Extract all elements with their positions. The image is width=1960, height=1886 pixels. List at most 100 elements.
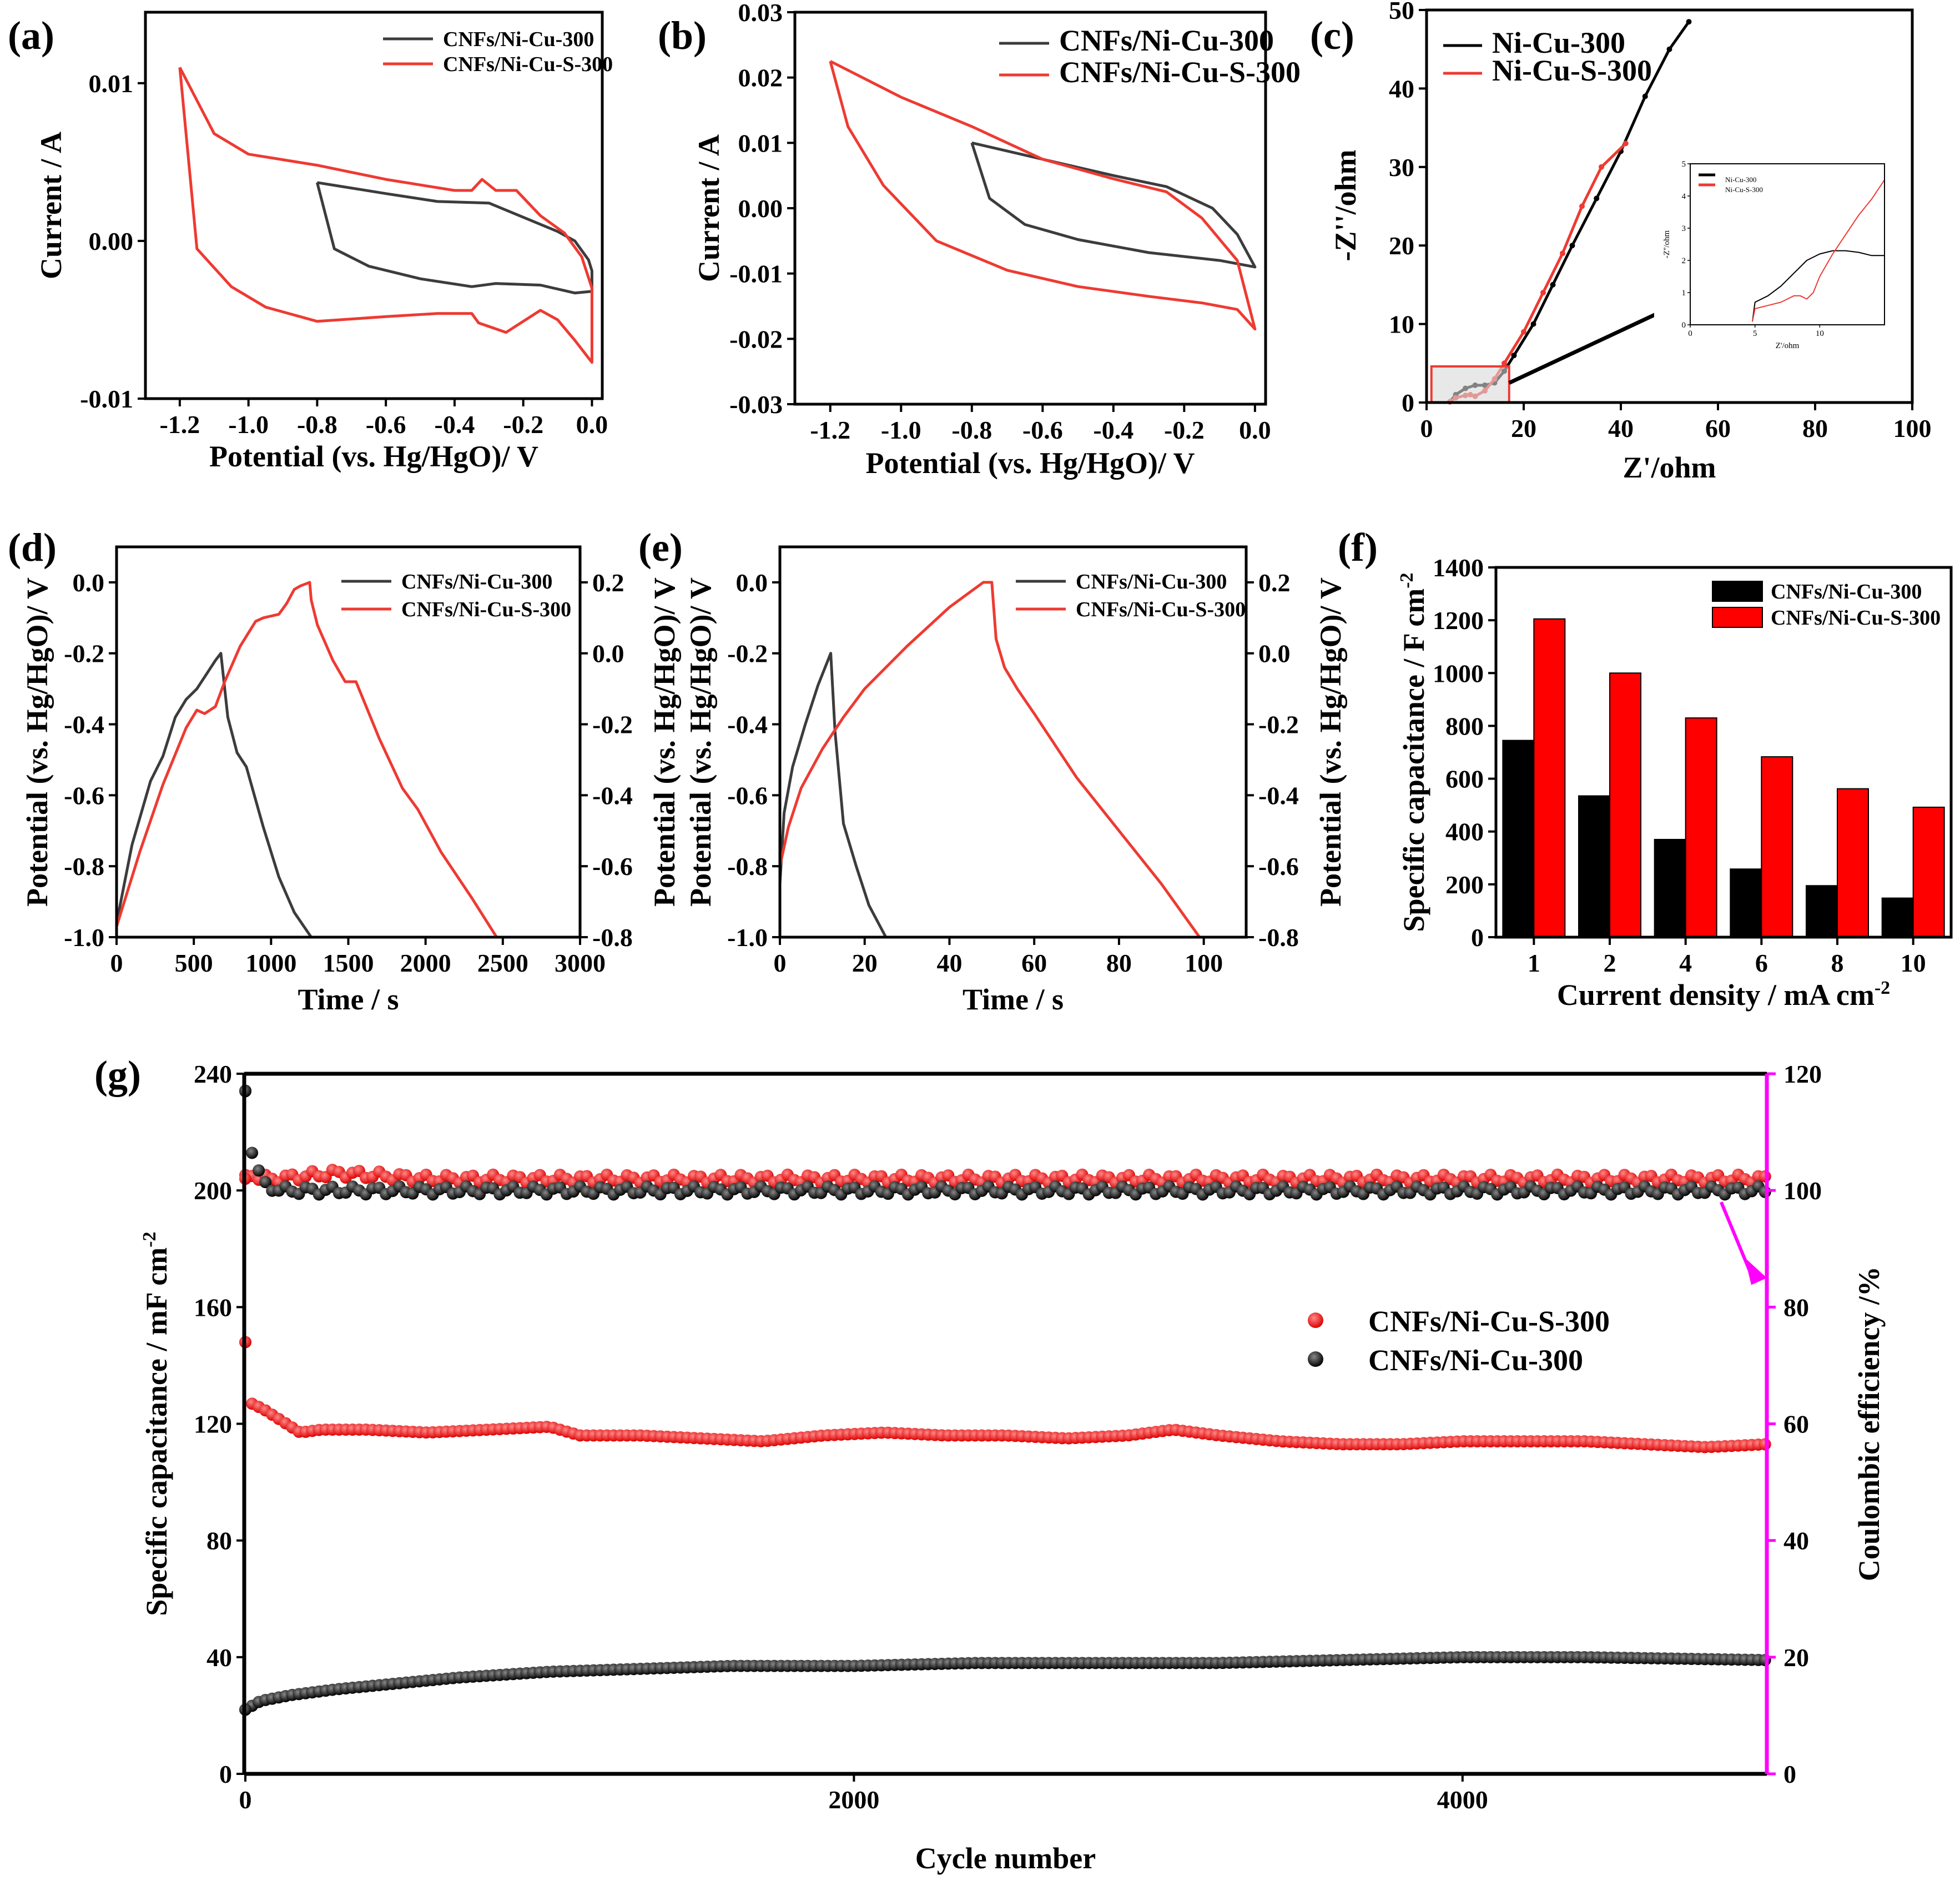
panel-f-xtick-label: 10 [1901,949,1926,977]
panel-f-legend-1-text: CNFs/Ni-Cu-S-300 [1771,606,1941,630]
panel-g-xtick-label: 0 [239,1786,252,1814]
panel-f-ytick-label: 400 [1445,818,1484,846]
inset-ylabel-main: -Z''/ohm [1662,230,1671,258]
panel-a-ytick-label: -0.01 [80,385,133,413]
panel-f-label: (f) [1338,525,1378,570]
panel-g-ytick-right-label: 120 [1783,1060,1822,1088]
eis-point [1550,281,1556,288]
bar-cnfs-ni-cu-300-4 [1654,838,1686,938]
panel-e-legend-1-text: CNFs/Ni-Cu-S-300 [1076,598,1246,621]
panel-b-xtick-label: -1.2 [810,416,850,444]
panel-e-xtick-label: 80 [1106,949,1132,977]
panel-f-legend-1-swatch [1712,607,1763,628]
eis-point [1502,360,1507,366]
panel-c-ytick-label: 0 [1402,389,1414,417]
panel-e-ytick-right-label: 0.2 [1258,569,1291,597]
panel-a-xtick-label: -1.2 [159,410,200,439]
panel-f-ytick-label: 600 [1445,765,1484,793]
panel-e-ylabel-right: Potential (vs. Hg/HgO)/ V [1314,577,1347,907]
panel-d-ytick-label: -0.6 [64,781,104,809]
bar-cnfs-ni-cu-s-300-8 [1837,788,1869,938]
panel-e-ytick-right-label: -0.4 [1258,781,1299,809]
panel-e-ytick-right-label: -0.8 [1258,923,1299,952]
panel-a-xtick-label: -0.8 [297,410,337,439]
panel-c-legend-0-text: Ni-Cu-300 [1492,26,1625,59]
panel-f-xtick-label: 6 [1755,949,1768,977]
panel-b-ytick-label: -0.01 [729,260,783,288]
panel-e-frame [778,545,1248,939]
panel-c-label: (c) [1310,13,1354,58]
panel-a-legend-1-text: CNFs/Ni-Cu-S-300 [443,53,613,76]
panel-g-label: (g) [94,1053,141,1097]
panel-d-xtick-label: 0 [110,949,123,977]
panel-b-ytick-label: 0.02 [738,64,783,92]
panel-b-xtick-label: -0.4 [1093,416,1133,444]
panel-a-label: (a) [8,13,54,58]
panel-f-ytick-label: 1000 [1433,659,1484,687]
gcd-e-series-0 [778,652,888,938]
bar-cnfs-ni-cu-s-300-6 [1761,756,1793,938]
panel-d-ylabel-right: Potential (vs. Hg/HgO)/ V [648,577,681,907]
panel-d-ytick-right-label: -0.8 [592,923,633,952]
panel-c-xtick-label: 60 [1705,414,1731,442]
panel-g-ylabel-right: Coulombic efficiency /% [1852,1266,1886,1581]
eis-point [1686,19,1692,25]
panel-d-ytick-right-label: -0.4 [592,781,633,809]
panel-b-ytick-label: -0.02 [729,325,783,353]
eis-series-1 [1449,142,1627,403]
panel-a-xtick-label: -1.0 [228,410,269,439]
panel-c-xlabel: Z'/ohm [1623,451,1716,484]
panel-d-ytick-label: -0.2 [64,640,104,668]
panel-f-ytick-label: 800 [1445,712,1484,740]
panel-g-ylabel-main: Specific capacitance / mF cm [140,1248,173,1616]
eis-point [1569,243,1575,249]
panel-g-ylabel-right-main: Coulombic efficiency /% [1852,1266,1886,1581]
panel-d-ytick-right-label: -0.6 [592,852,633,881]
panel-a-ylabel-main: Current / A [34,132,68,279]
panel-c-xtick-label: 20 [1511,414,1536,442]
cycle-point [246,1146,259,1159]
panel-g-ytick-right-label: 60 [1783,1410,1809,1439]
bar-cnfs-ni-cu-300-8 [1806,885,1838,938]
panel-e-ytick-label: -1.0 [727,923,768,952]
gcd-d-series-1 [115,581,498,938]
panel-e-xlabel: Time / s [963,983,1064,1016]
panel-g-xtick-label: 4000 [1437,1786,1488,1814]
panel-d-ylabel-right-main: Potential (vs. Hg/HgO)/ V [648,577,681,907]
panel-a-ylabel: Current / A [34,132,68,279]
panel-e-ytick-label: 0.0 [736,569,768,597]
panel-a-xtick-label: -0.4 [435,410,475,439]
panel-b-xtick-label: -0.8 [951,416,992,444]
panel-e-ytick-label: -0.2 [727,640,768,668]
efficiency-arrowhead [1745,1258,1767,1285]
eis-point [1540,290,1546,296]
eis-point [1623,140,1629,147]
gcd-e-series-1 [778,581,1201,938]
cv-b-series-0 [970,141,1257,269]
eis-point [1521,329,1526,335]
panel-d-ylabel: Potential (vs. Hg/HgO)/ V [21,577,54,907]
inset-xtick-label: 0 [1688,329,1692,338]
panel-b-ytick-label: 0.00 [738,194,783,223]
cv-a-series-0 [315,181,593,295]
cycle-point [253,1164,265,1177]
inset-xlabel: Z'/ohm [1776,341,1800,350]
cv-a-series-1 [178,67,593,364]
panel-e-ylabel-main: Potential (vs. Hg/HgO)/ V [684,577,717,907]
cycle-point [259,1176,272,1189]
panel-g-ytick-label: 40 [206,1643,232,1672]
panel-g-legend-0-marker [1308,1312,1323,1328]
eis-point [1666,46,1672,52]
panel-g-xlabel: Cycle number [915,1842,1096,1875]
bar-cnfs-ni-cu-300-1 [1502,740,1535,938]
panel-c-ytick-label: 20 [1389,232,1414,260]
panel-e-xtick-label: 40 [936,949,962,977]
inset-ytick-label: 2 [1682,257,1686,265]
panel-e-xtick-label: 60 [1021,949,1047,977]
panel-c-ytick-label: 50 [1389,0,1414,24]
panel-g-ytick-label: 240 [194,1060,232,1088]
panel-d-xlabel: Time / s [298,983,399,1016]
panel-g-legend-1-text: CNFs/Ni-Cu-300 [1368,1344,1583,1377]
zoom-region [1430,365,1510,404]
panel-d-ytick-label: 0.0 [73,569,105,597]
